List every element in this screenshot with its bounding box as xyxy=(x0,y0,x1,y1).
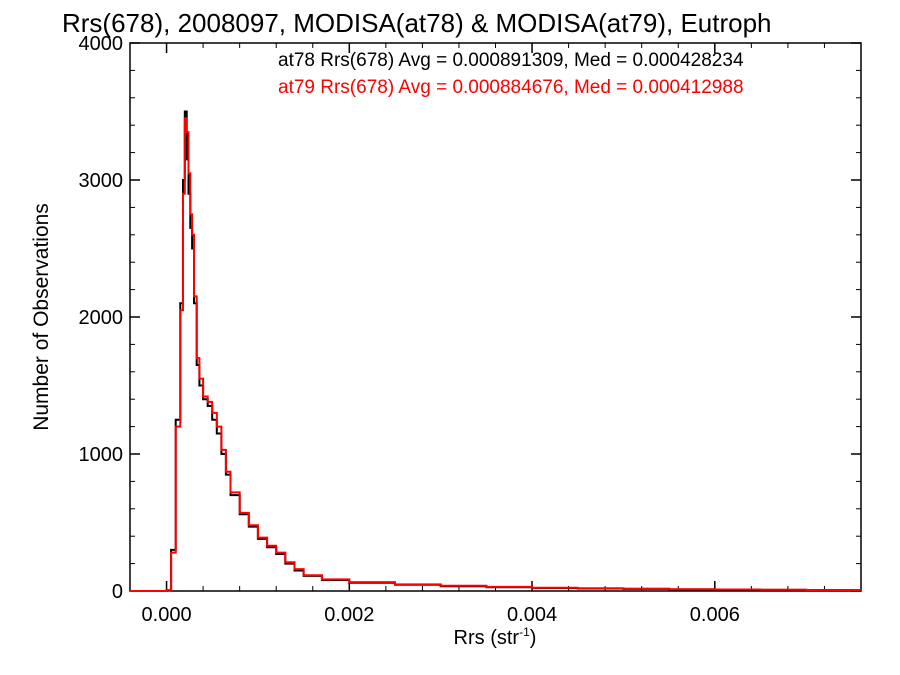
x-axis-label-close: ) xyxy=(530,627,537,649)
y-tick-label: 0 xyxy=(112,581,123,603)
series-line-at78 xyxy=(130,110,862,592)
x-tick-label: 0.000 xyxy=(142,604,192,626)
y-axis: 0 1000 2000 3000 4000 xyxy=(79,33,861,603)
y-tick-label: 4000 xyxy=(79,33,124,55)
x-tick-label: 0.002 xyxy=(324,604,374,626)
data-series xyxy=(130,110,862,592)
x-axis: 0.000 0.002 0.004 0.006 xyxy=(142,43,825,626)
x-tick-label: 0.004 xyxy=(507,604,557,626)
y-tick-label: 3000 xyxy=(79,170,124,192)
x-tick-label: 0.006 xyxy=(690,604,740,626)
annotation-at78: at78 Rrs(678) Avg = 0.000891309, Med = 0… xyxy=(278,50,744,71)
x-axis-label-main: Rrs (str xyxy=(454,627,520,649)
y-axis-label: Number of Observations xyxy=(30,203,53,431)
y-tick-label: 1000 xyxy=(79,444,124,466)
x-axis-label-sup: -1 xyxy=(519,625,530,639)
x-axis-label: Rrs (str-1) xyxy=(454,625,537,649)
annotation-at79: at79 Rrs(678) Avg = 0.000884676, Med = 0… xyxy=(278,77,744,98)
chart-title: Rrs(678), 2008097, MODISA(at78) & MODISA… xyxy=(62,8,772,38)
y-tick-label: 2000 xyxy=(79,307,124,329)
series-line-at79 xyxy=(130,117,862,592)
